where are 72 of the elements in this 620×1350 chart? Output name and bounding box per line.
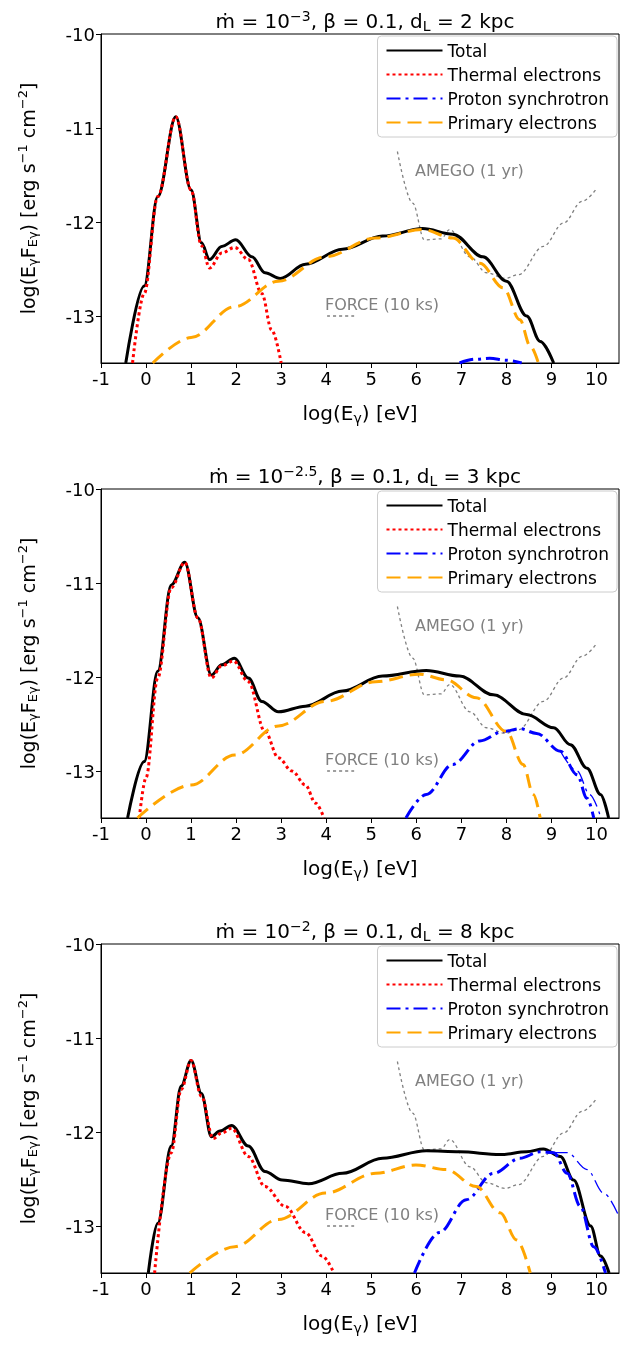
annotation: FORCE (10 ks) <box>325 1204 440 1224</box>
x-tick-label: 2 <box>230 367 242 389</box>
legend-label: Proton synchrotron <box>447 88 609 109</box>
x-tick-label: 1 <box>185 1277 197 1299</box>
text: log(EγFEγ) [erg s−1 cm−2] <box>15 82 40 315</box>
x-tick-label: 5 <box>365 367 377 389</box>
x-axis-title: log(Eγ) [eV] <box>302 856 418 881</box>
y-tick-label: -13 <box>65 1215 95 1237</box>
annotation: AMEGO (1 yr) <box>415 615 524 635</box>
x-tick-label: 3 <box>275 367 287 389</box>
y-tick-label: -11 <box>65 117 95 139</box>
legend-label: Thermal electrons <box>446 974 602 995</box>
x-tick-label: 7 <box>455 1277 468 1299</box>
legend-label: Primary electrons <box>447 1022 598 1043</box>
y-tick-label: -11 <box>65 572 95 594</box>
x-tick-label: 6 <box>410 822 423 844</box>
x-tick-label: 0 <box>140 1277 152 1299</box>
legend-label: Total <box>446 40 488 61</box>
annotation: AMEGO (1 yr) <box>415 1070 524 1090</box>
x-tick-label: 9 <box>545 367 558 389</box>
x-tick-label: 9 <box>545 1277 558 1299</box>
x-tick-label: 2 <box>230 822 242 844</box>
y-tick-label: -12 <box>65 211 95 233</box>
legend-label: Primary electrons <box>447 112 598 133</box>
annotation: AMEGO (1 yr) <box>415 160 524 180</box>
y-tick-label: -12 <box>65 666 95 688</box>
annotation: FORCE (10 ks) <box>325 294 440 314</box>
y-tick-label: -10 <box>65 23 95 45</box>
x-tick-label: 8 <box>500 1277 513 1299</box>
x-tick-label: 3 <box>275 1277 287 1299</box>
text: log(EγFEγ) [erg s−1 cm−2] <box>15 537 40 770</box>
x-tick-label: 7 <box>455 367 468 389</box>
x-tick-label: 8 <box>500 822 513 844</box>
y-tick-label: -10 <box>65 933 95 955</box>
x-tick-label: -1 <box>92 1277 110 1299</box>
legend-label: Primary electrons <box>447 567 598 588</box>
y-tick-label: -13 <box>65 760 95 782</box>
x-tick-label: 9 <box>545 822 558 844</box>
x-tick-label: 4 <box>320 367 332 389</box>
y-tick-label: -11 <box>65 1027 95 1049</box>
x-tick-label: 10 <box>585 367 608 389</box>
annotation: FORCE (10 ks) <box>325 749 440 769</box>
y-tick-label: -10 <box>65 478 95 500</box>
x-tick-label: 6 <box>410 367 423 389</box>
legend-label: Proton synchrotron <box>447 543 609 564</box>
x-tick-label: 0 <box>140 367 152 389</box>
x-tick-label: 2 <box>230 1277 242 1299</box>
x-tick-label: -1 <box>92 367 110 389</box>
x-tick-label: 3 <box>275 822 287 844</box>
legend-label: Total <box>446 495 488 516</box>
x-tick-label: 10 <box>585 1277 608 1299</box>
x-axis-title: log(Eγ) [eV] <box>302 1311 418 1336</box>
x-tick-label: 7 <box>455 822 468 844</box>
legend-label: Total <box>446 950 488 971</box>
x-tick-label: 1 <box>185 822 197 844</box>
y-tick-label: -13 <box>65 305 95 327</box>
y-tick-label: -12 <box>65 1121 95 1143</box>
legend-label: Proton synchrotron <box>447 998 609 1019</box>
x-tick-label: 1 <box>185 367 197 389</box>
x-tick-label: 10 <box>585 822 608 844</box>
x-tick-label: 8 <box>500 367 513 389</box>
text: log(EγFEγ) [erg s−1 cm−2] <box>15 992 40 1225</box>
x-axis-title: log(Eγ) [eV] <box>302 401 418 426</box>
x-tick-label: 5 <box>365 1277 377 1299</box>
x-tick-label: 6 <box>410 1277 423 1299</box>
x-tick-label: 4 <box>320 822 332 844</box>
x-tick-label: 5 <box>365 822 377 844</box>
x-tick-label: 4 <box>320 1277 332 1299</box>
legend-label: Thermal electrons <box>446 519 602 540</box>
x-tick-label: 0 <box>140 822 152 844</box>
legend-label: Thermal electrons <box>446 64 602 85</box>
x-tick-label: -1 <box>92 822 110 844</box>
